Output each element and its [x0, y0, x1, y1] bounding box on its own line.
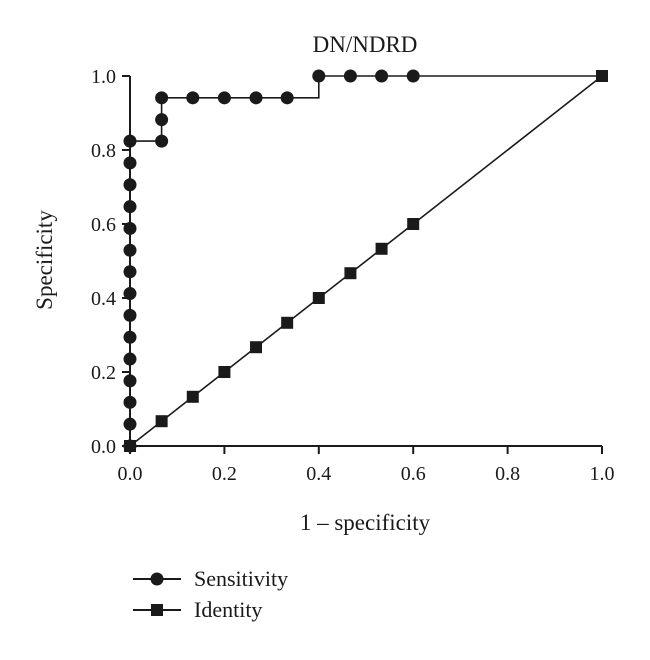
chart-title: DN/NDRD — [313, 32, 418, 57]
data-point-sensitivity — [155, 134, 169, 148]
y-tick-label: 1.0 — [91, 66, 116, 88]
data-point-sensitivity — [123, 178, 137, 192]
data-point-sensitivity — [123, 265, 137, 279]
data-point-sensitivity — [217, 91, 231, 105]
data-point-sensitivity — [155, 91, 169, 105]
y-tick-label: 0.2 — [91, 362, 116, 384]
legend-identity-marker — [151, 604, 163, 616]
data-point-sensitivity — [123, 352, 137, 366]
x-tick-label: 0.0 — [118, 463, 143, 485]
x-tick-label: 0.2 — [212, 463, 237, 485]
x-axis-title: 1 – specificity — [300, 510, 431, 535]
data-point-sensitivity — [406, 69, 420, 83]
data-point-identity — [124, 440, 136, 452]
y-tick-label: 0.4 — [91, 288, 116, 310]
data-point-sensitivity — [123, 395, 137, 409]
data-point-sensitivity — [123, 156, 137, 170]
legend-sensitivity-label: Sensitivity — [194, 566, 288, 591]
data-point-identity — [312, 292, 325, 304]
legend-sensitivity-marker — [150, 572, 164, 586]
data-point-identity — [596, 70, 608, 82]
data-point-identity — [375, 242, 388, 255]
data-point-sensitivity — [123, 287, 137, 301]
series-line-identity — [129, 75, 603, 447]
y-axis-title: Specificity — [32, 210, 57, 310]
data-point-sensitivity — [123, 374, 137, 388]
series-line-sensitivity — [129, 75, 602, 446]
data-point-identity — [155, 415, 168, 428]
data-point-sensitivity — [123, 417, 137, 431]
data-point-identity — [250, 341, 263, 354]
data-point-identity — [344, 267, 357, 280]
data-point-sensitivity — [123, 243, 137, 257]
data-point-identity — [218, 366, 231, 378]
axes: 0.0 0.2 0.4 0.6 0.8 1.0 0.0 0.2 0.4 0.6 0.8 1.0 — [91, 66, 615, 485]
data-point-sensitivity — [123, 308, 137, 322]
legend-identity-label: Identity — [194, 597, 262, 622]
x-tick-label: 1.0 — [590, 463, 615, 485]
data-point-sensitivity — [123, 330, 137, 344]
data-point-identity — [281, 316, 294, 329]
data-point-identity — [407, 218, 420, 230]
y-tick-label: 0.6 — [91, 214, 116, 236]
data-point-identity — [186, 390, 199, 403]
plot-area — [123, 69, 608, 453]
x-tick-label: 0.4 — [306, 463, 331, 485]
data-point-sensitivity — [343, 69, 357, 83]
data-point-sensitivity — [123, 221, 137, 235]
y-tick-label: 0.8 — [91, 140, 116, 162]
data-point-sensitivity — [186, 91, 200, 105]
data-point-sensitivity — [249, 91, 263, 105]
data-point-sensitivity — [155, 113, 169, 127]
y-tick-label: 0.0 — [91, 436, 116, 458]
x-tick-label: 0.8 — [495, 463, 520, 485]
data-point-sensitivity — [312, 69, 326, 83]
data-point-sensitivity — [123, 134, 137, 148]
data-point-sensitivity — [280, 91, 294, 105]
legend: Sensitivity Identity — [133, 566, 288, 622]
data-point-sensitivity — [123, 200, 137, 214]
data-point-sensitivity — [375, 69, 389, 83]
x-tick-label: 0.6 — [401, 463, 426, 485]
